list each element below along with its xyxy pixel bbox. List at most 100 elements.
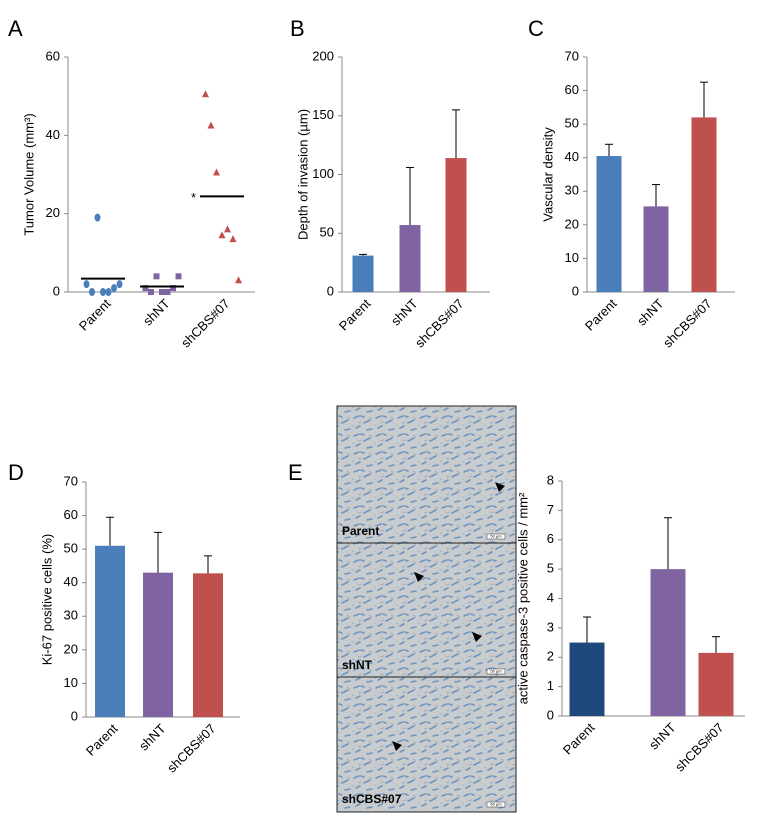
bar — [95, 545, 125, 717]
y-tick-label: 20 — [46, 205, 60, 220]
y-axis-label: Tumor Volume (mm³) — [21, 113, 36, 235]
bar — [143, 572, 173, 717]
micrograph — [336, 405, 517, 544]
y-axis-label: active caspase-3 positive cells / mm² — [515, 492, 530, 704]
point — [213, 168, 220, 176]
point — [229, 235, 237, 243]
y-tick-label: 8 — [547, 472, 554, 487]
micrograph — [336, 542, 517, 678]
point — [224, 225, 231, 233]
point — [89, 288, 95, 296]
arrowhead — [392, 741, 402, 751]
bar — [445, 158, 467, 292]
scale-bar — [486, 668, 506, 675]
y-tick-label: 3 — [547, 619, 554, 634]
scale-bar — [486, 533, 506, 540]
x-tick-label: shCBS#07 — [164, 721, 219, 776]
x-tick-label: shNT — [136, 721, 169, 754]
x-tick-label: shCBS#07 — [660, 296, 715, 351]
y-tick-label: 1 — [547, 678, 554, 693]
panel-letter: A — [8, 16, 23, 41]
y-tick-label: 20 — [64, 641, 78, 656]
x-tick-label: shNT — [140, 296, 173, 329]
y-tick-label: 30 — [64, 608, 78, 623]
x-tick-label: Parent — [83, 721, 121, 759]
x-tick-label: Parent — [76, 296, 114, 334]
scale-bar-label: 50 µm — [490, 802, 502, 807]
arrowhead — [414, 572, 424, 582]
y-axis-label: Depth of invasion (µm) — [295, 109, 310, 240]
scale-bar-label: 50 µm — [490, 534, 502, 539]
y-tick-label: 150 — [312, 107, 334, 122]
y-tick-label: 5 — [547, 561, 554, 576]
y-tick-label: 10 — [565, 250, 579, 265]
x-tick-label: shCBS#07 — [672, 720, 727, 775]
y-tick-label: 40 — [64, 574, 78, 589]
y-tick-label: 70 — [565, 48, 579, 63]
y-axis-label: Ki-67 positive cells (%) — [39, 534, 54, 666]
bar — [352, 255, 374, 292]
y-axis-label: Vascular density — [540, 127, 555, 222]
bar — [399, 225, 421, 292]
y-tick-label: 50 — [64, 541, 78, 556]
arrowhead — [472, 632, 482, 642]
point — [175, 273, 182, 280]
y-tick-label: 0 — [327, 283, 334, 298]
y-tick-label: 6 — [547, 531, 554, 546]
point — [159, 289, 165, 295]
point — [235, 276, 242, 284]
micrograph-label: shCBS#07 — [342, 792, 402, 806]
y-tick-label: 60 — [64, 507, 78, 522]
y-tick-label: 10 — [64, 675, 78, 690]
x-tick-label: shCBS#07 — [412, 296, 467, 351]
x-tick-label: Parent — [560, 720, 598, 758]
y-tick-label: 100 — [312, 166, 334, 181]
y-tick-label: 0 — [71, 708, 78, 723]
panel-letter: C — [528, 16, 544, 41]
y-tick-label: 20 — [565, 216, 579, 231]
y-tick-label: 0 — [572, 283, 579, 298]
point — [218, 231, 226, 239]
point — [111, 284, 117, 293]
y-tick-label: 2 — [547, 649, 554, 664]
panel-letter: B — [290, 16, 305, 41]
panel-letter: D — [8, 460, 24, 485]
point — [116, 280, 123, 289]
y-tick-label: 4 — [547, 590, 554, 605]
scale-bar-label: 50 µm — [490, 669, 502, 674]
bar — [691, 117, 717, 292]
point — [94, 213, 101, 222]
panel-letter: E — [288, 460, 303, 485]
x-tick-label: Parent — [582, 296, 620, 334]
point — [100, 288, 106, 296]
micrograph-label: Parent — [342, 524, 379, 538]
x-tick-label: shNT — [646, 720, 679, 753]
bar — [643, 206, 669, 292]
point — [207, 121, 215, 129]
y-tick-label: 7 — [547, 502, 554, 517]
x-tick-label: shNT — [388, 296, 421, 329]
y-tick-label: 60 — [46, 48, 60, 63]
micrograph-stack: 50 µm 50 µm 50 µm Parent shNT shCBS#07 E — [288, 405, 517, 813]
y-tick-label: 50 — [565, 116, 579, 131]
point — [105, 288, 112, 296]
y-tick-label: 0 — [547, 707, 554, 722]
y-tick-label: 50 — [320, 225, 334, 240]
point — [148, 289, 154, 295]
micrograph-label: shNT — [342, 658, 373, 672]
bar — [698, 652, 734, 716]
y-tick-label: 30 — [565, 183, 579, 198]
bar — [650, 569, 686, 716]
y-tick-label: 0 — [53, 283, 60, 298]
point — [153, 273, 160, 280]
annotation: * — [191, 190, 196, 205]
point — [170, 285, 176, 292]
y-tick-label: 40 — [46, 127, 60, 142]
point — [202, 90, 209, 98]
y-tick-label: 70 — [64, 473, 78, 488]
micrograph — [336, 676, 517, 813]
point — [164, 289, 171, 295]
y-tick-label: 200 — [312, 48, 334, 63]
arrowhead — [495, 482, 505, 492]
